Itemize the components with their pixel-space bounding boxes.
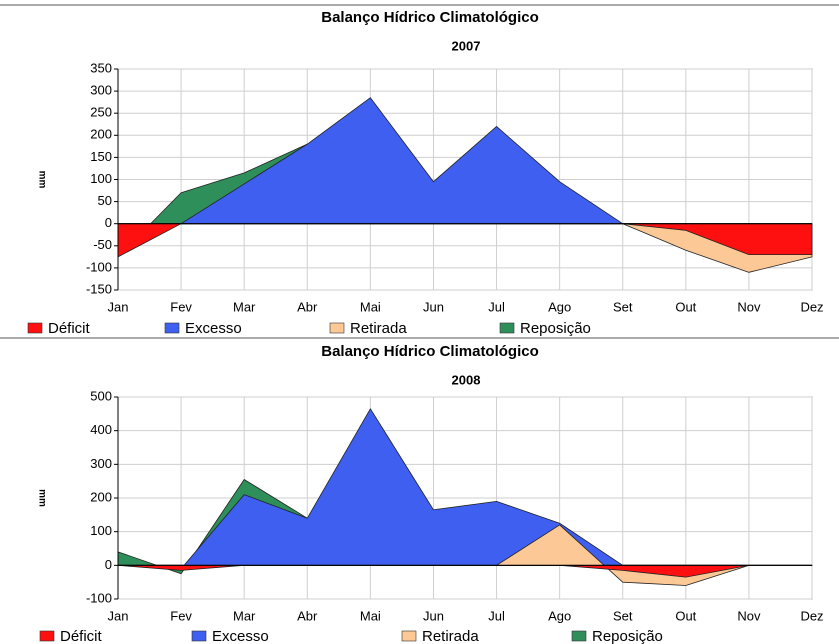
legend-swatch	[401, 630, 417, 642]
x-tick-label: Jul	[488, 299, 505, 314]
legend-label: Déficit	[60, 628, 103, 644]
legend-swatch	[329, 322, 345, 334]
chart-title: Balanço Hídrico Climatológico	[321, 9, 539, 26]
legend-label: Déficit	[48, 320, 91, 337]
legend-swatch	[39, 630, 55, 642]
legend-swatch	[27, 322, 43, 334]
x-tick-label: Out	[675, 299, 696, 314]
y-tick-label: 500	[90, 388, 112, 403]
legend-label: Excesso	[185, 320, 242, 337]
x-tick-label: Mar	[233, 608, 256, 623]
x-tick-label: Dez	[800, 299, 823, 314]
y-tick-label: 100	[90, 171, 112, 186]
chart-subtitle: 2008	[452, 372, 481, 387]
x-tick-label: Jan	[108, 608, 129, 623]
x-tick-label: Mai	[360, 299, 381, 314]
x-tick-label: Dez	[800, 608, 823, 623]
y-axis-label: mm	[36, 489, 47, 507]
x-tick-label: Jul	[488, 608, 505, 623]
y-axis-label: mm	[36, 171, 47, 189]
x-tick-label: Set	[613, 299, 633, 314]
y-tick-label: 200	[90, 489, 112, 504]
y-tick-label: -100	[86, 259, 112, 274]
x-tick-label: Ago	[548, 608, 571, 623]
y-tick-label: 0	[105, 557, 112, 572]
legend-swatch	[571, 630, 587, 642]
legend-swatch	[499, 322, 515, 334]
chart-title: Balanço Hídrico Climatológico	[321, 343, 539, 360]
legend-label: Reposição	[520, 320, 591, 337]
y-tick-label: 400	[90, 422, 112, 437]
x-tick-label: Nov	[737, 608, 761, 623]
y-tick-label: 300	[90, 456, 112, 471]
x-tick-label: Jun	[423, 608, 444, 623]
x-tick-label: Jun	[423, 299, 444, 314]
legend-swatch	[164, 322, 180, 334]
y-tick-label: -150	[86, 281, 112, 296]
x-tick-label: Jan	[108, 299, 129, 314]
x-tick-label: Abr	[297, 608, 318, 623]
y-tick-label: -100	[86, 590, 112, 605]
legend-swatch	[191, 630, 207, 642]
x-tick-label: Fev	[170, 608, 192, 623]
y-tick-label: 50	[98, 193, 112, 208]
x-tick-label: Nov	[737, 299, 761, 314]
x-tick-label: Fev	[170, 299, 192, 314]
chart-subtitle: 2007	[452, 38, 481, 53]
x-tick-label: Ago	[548, 299, 571, 314]
legend-label: Retirada	[350, 320, 407, 337]
legend-label: Retirada	[422, 628, 479, 644]
y-tick-label: 100	[90, 523, 112, 538]
y-tick-label: 250	[90, 105, 112, 120]
y-tick-label: 150	[90, 149, 112, 164]
x-tick-label: Mar	[233, 299, 256, 314]
y-tick-label: 300	[90, 83, 112, 98]
x-tick-label: Set	[613, 608, 633, 623]
y-tick-label: -50	[93, 237, 112, 252]
legend-label: Excesso	[212, 628, 269, 644]
y-tick-label: 350	[90, 60, 112, 75]
x-tick-label: Out	[675, 608, 696, 623]
x-tick-label: Abr	[297, 299, 318, 314]
x-tick-label: Mai	[360, 608, 381, 623]
y-tick-label: 200	[90, 127, 112, 142]
y-tick-label: 0	[105, 215, 112, 230]
legend-label: Reposição	[592, 628, 663, 644]
